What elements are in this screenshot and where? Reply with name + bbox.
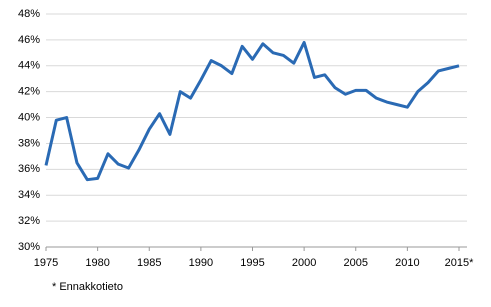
x-tick-label: 1990 [189, 257, 213, 269]
x-tick-label: 2000 [292, 257, 316, 269]
y-tick-label: 42% [18, 86, 40, 98]
x-tick-label: 2015* [445, 257, 474, 269]
y-tick-label: 46% [18, 34, 40, 46]
y-tick-label: 30% [18, 241, 40, 253]
y-tick-label: 44% [18, 60, 40, 72]
y-tick-label: 32% [18, 215, 40, 227]
y-tick-label: 36% [18, 163, 40, 175]
x-tick-label: 1975 [34, 257, 58, 269]
x-tick-label: 1985 [137, 257, 161, 269]
y-tick-label: 38% [18, 137, 40, 149]
y-tick-label: 40% [18, 111, 40, 123]
data-line [44, 40, 460, 182]
y-tick-label: 34% [18, 189, 40, 201]
x-tick-label: 1995 [240, 257, 264, 269]
x-tick-label: 2010 [395, 257, 419, 269]
y-tick-label: 48% [18, 8, 40, 20]
x-tick-label: 1980 [85, 257, 109, 269]
footnote: * Ennakkotieto [52, 281, 123, 293]
x-tick-label: 2005 [344, 257, 368, 269]
